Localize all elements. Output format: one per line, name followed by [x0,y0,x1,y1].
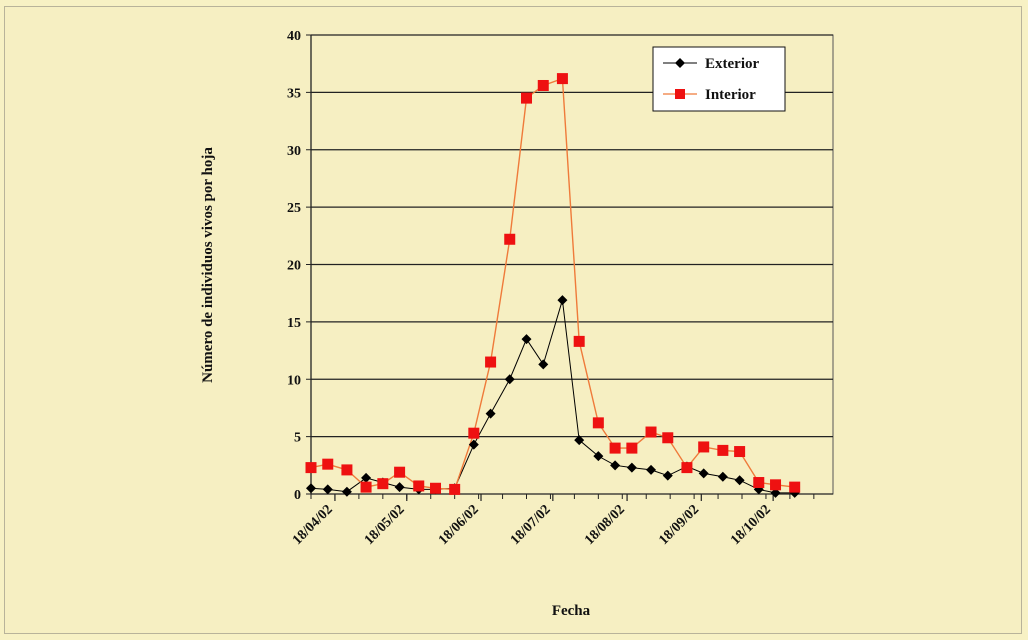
data-point-interior [609,442,621,454]
data-point-interior [573,335,585,347]
data-point-interior [394,466,406,478]
y-tick-label: 0 [294,488,301,503]
data-point-interior [360,481,372,493]
data-point-interior [485,356,497,368]
data-point-interior [734,446,746,458]
data-point-interior [430,482,442,494]
legend-marker-interior [675,89,685,99]
data-point-interior [537,79,549,91]
y-tick-label: 35 [287,86,301,101]
data-point-interior [377,478,389,490]
y-tick-label: 15 [287,316,301,331]
data-point-exterior [662,470,673,481]
series [305,73,801,498]
data-point-exterior [485,408,496,419]
data-point-interior [770,479,782,491]
data-point-exterior [717,471,728,482]
data-point-exterior [538,359,549,370]
data-point-interior [521,92,533,104]
chart-frame: 0 5 10 15 20 25 30 35 40 18/04/02 18/05/02 18/06/02… [4,6,1022,634]
legend-box [652,46,786,112]
data-point-exterior [557,295,568,306]
x-tick-label: 18/09/02 [656,502,702,548]
data-point-exterior [394,482,405,493]
data-point-exterior [626,462,637,473]
legend: Exterior Interior [652,46,786,112]
data-point-exterior [593,451,604,462]
data-point-interior [413,480,425,492]
data-point-exterior [341,486,352,497]
data-point-exterior [698,468,709,479]
data-point-exterior [610,460,621,471]
data-point-exterior [770,487,781,498]
data-point-interior [504,233,516,245]
data-point-interior [717,444,729,456]
data-point-interior [698,441,710,453]
x-tick-label: 18/07/02 [508,502,554,548]
series-line-exterior [310,299,795,494]
data-point-exterior [306,483,316,494]
x-tick-label: 18/06/02 [436,502,482,548]
y-tick-label: 25 [287,201,301,216]
data-point-exterior [361,472,372,483]
x-tick-label: 18/05/02 [362,502,408,548]
y-tick-label: 5 [294,431,301,446]
legend-marker-exterior [675,58,685,68]
legend-label-exterior: Exterior [705,56,759,72]
x-tick-label: 18/10/02 [728,502,774,548]
series-line-interior [310,77,795,491]
legend-label-interior: Interior [705,87,756,103]
data-point-interior [322,458,334,470]
data-point-interior [645,426,657,438]
data-point-exterior [521,334,532,345]
data-point-interior [662,432,674,444]
y-axis-title: Número de individuos vivos por hoja [200,147,216,383]
line-chart: 0 5 10 15 20 25 30 35 40 18/04/02 18/05/02 18/06/02… [200,29,834,619]
data-point-exterior [468,439,479,450]
data-point-exterior [574,435,585,446]
data-point-exterior [734,475,745,486]
data-point-interior [468,427,480,439]
data-point-exterior [322,484,333,495]
data-point-interior [341,464,353,476]
data-point-interior [556,73,568,85]
data-point-interior [681,462,693,474]
x-axis-title: Fecha [552,603,591,619]
data-point-interior [789,481,801,493]
data-point-interior [626,442,638,454]
data-point-interior [449,483,461,495]
data-point-interior [753,477,765,489]
x-tick-label: 18/08/02 [582,502,628,548]
data-point-interior [305,462,317,474]
data-point-exterior [646,464,657,475]
y-tick-label: 10 [287,373,301,388]
y-tick-label: 30 [287,144,301,159]
data-point-exterior [504,374,515,385]
x-tick-label: 18/04/02 [290,502,336,548]
data-point-interior [592,417,604,429]
y-tick-label: 40 [287,29,301,44]
y-tick-label: 20 [287,259,301,274]
